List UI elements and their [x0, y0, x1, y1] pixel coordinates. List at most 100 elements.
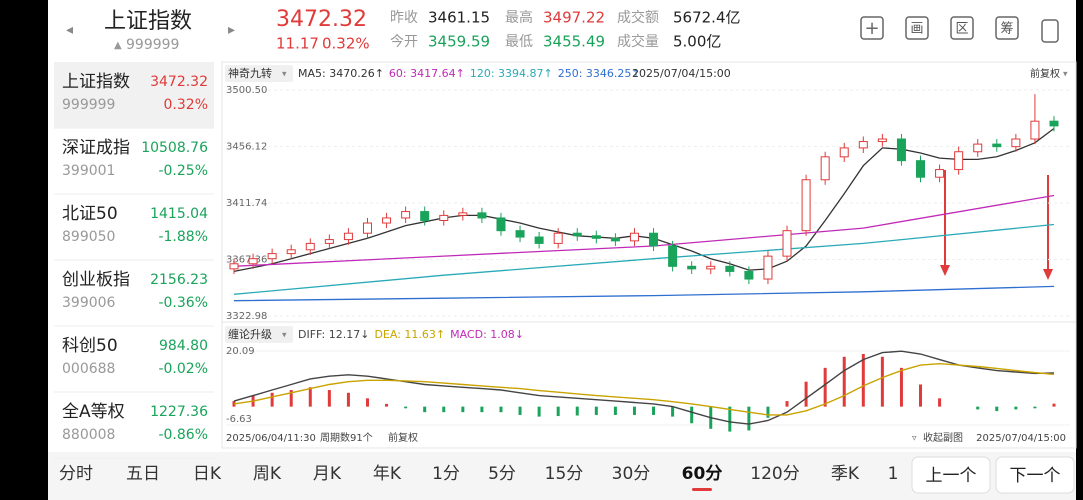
prev-arrow[interactable]: ◂ — [66, 22, 73, 38]
macd-bar — [632, 406, 636, 415]
index-code: 999999 — [126, 37, 179, 53]
macd-bar — [327, 390, 331, 407]
macd-bar — [995, 406, 999, 412]
ma-line — [233, 127, 1055, 273]
price: 3472.32 — [276, 7, 367, 32]
icon-label[interactable]: 筹 — [1000, 21, 1013, 37]
icon-plus[interactable]: + — [864, 18, 879, 39]
row-name[interactable]: 全A等权 — [62, 402, 125, 422]
row-name[interactable]: 北证50 — [62, 204, 118, 224]
candle-body — [401, 211, 411, 219]
row-price[interactable]: 984.80 — [159, 338, 208, 354]
macd-bar — [613, 406, 617, 415]
candle-body — [858, 141, 868, 149]
icon-box[interactable] — [860, 16, 884, 40]
footer-start: 2025/06/04/11:30 — [226, 433, 316, 444]
row-price[interactable]: 10508.76 — [141, 140, 208, 156]
tab[interactable]: 周K — [253, 464, 282, 484]
macd-bar — [880, 356, 884, 407]
indicator-box[interactable] — [225, 65, 293, 82]
row-price[interactable]: 1415.04 — [150, 206, 208, 222]
macd-bar — [766, 406, 770, 418]
tab[interactable]: 15分 — [545, 464, 584, 484]
row-pct[interactable]: -0.25% — [158, 163, 208, 179]
icon-share[interactable] — [1041, 19, 1059, 43]
macd-bar — [1033, 406, 1037, 409]
row-name[interactable]: 上证指数 — [62, 72, 130, 92]
stat-value: 5.00亿 — [673, 33, 721, 51]
icon-box[interactable] — [905, 16, 929, 40]
icon-box[interactable] — [995, 16, 1019, 40]
tab[interactable]: 60分 — [682, 464, 723, 484]
stat-label: 最低 — [505, 34, 533, 50]
icon-label[interactable]: 画 — [910, 22, 923, 37]
row-pct[interactable]: 0.32% — [164, 97, 208, 113]
candle-body — [382, 217, 392, 224]
macd-bar — [308, 387, 312, 407]
indicator[interactable]: 缠论升级 — [228, 327, 272, 341]
tab[interactable]: 月K — [313, 464, 342, 484]
next-arrow[interactable]: ▸ — [228, 22, 235, 38]
icon-box[interactable] — [950, 16, 974, 40]
row-price[interactable]: 3472.32 — [150, 74, 208, 90]
indicator-box[interactable] — [225, 326, 293, 343]
row-pct[interactable]: -0.86% — [158, 427, 208, 443]
ma-label: 250: 3346.25↑ — [558, 67, 641, 80]
row-pct[interactable]: -0.02% — [158, 361, 208, 377]
macd-bar — [289, 390, 293, 407]
tab[interactable]: 1 — [888, 464, 899, 484]
row-bg — [54, 62, 214, 128]
footer-collapse[interactable]: 收起副图 — [923, 431, 963, 444]
stat-value: 3461.15 — [428, 9, 490, 27]
macd-bar — [919, 384, 923, 407]
button[interactable]: 上一个 — [926, 466, 977, 486]
tab[interactable]: 季K — [831, 464, 860, 484]
button[interactable]: 下一个 — [1010, 466, 1061, 486]
candle-body — [744, 270, 754, 280]
index-name: 上证指数 — [104, 9, 192, 34]
adjust[interactable]: 前复权 — [1030, 67, 1060, 80]
macd-bar — [461, 406, 465, 413]
tab-underline — [692, 488, 712, 491]
macd-bar — [976, 406, 980, 410]
row-code[interactable]: 899050 — [62, 229, 115, 245]
row-code[interactable]: 399001 — [62, 163, 115, 179]
icon-label[interactable]: 区 — [955, 22, 968, 37]
arrow-head — [1043, 269, 1053, 280]
tab[interactable]: 分时 — [59, 464, 93, 484]
tab[interactable]: 五日 — [126, 464, 160, 484]
tab[interactable]: 5分 — [488, 464, 516, 484]
row-code[interactable]: 399006 — [62, 295, 116, 311]
button-box[interactable] — [995, 456, 1075, 494]
row-name[interactable]: 科创50 — [62, 336, 118, 356]
tab[interactable]: 120分 — [750, 464, 799, 484]
macd-bar — [404, 406, 408, 409]
candle-body — [706, 265, 716, 270]
row-code[interactable]: 999999 — [62, 97, 115, 113]
dropdown: ▾ — [282, 331, 287, 341]
row-code[interactable]: 000688 — [62, 361, 115, 377]
candle-body — [305, 242, 315, 251]
button-box[interactable] — [911, 456, 991, 494]
macd-bar — [899, 367, 903, 407]
tab[interactable]: 30分 — [612, 464, 651, 484]
candle-body — [820, 156, 830, 181]
row-name[interactable]: 创业板指 — [62, 270, 130, 290]
tab[interactable]: 年K — [373, 464, 402, 484]
tab[interactable]: 1分 — [432, 464, 460, 484]
tab[interactable]: 日K — [193, 464, 222, 484]
stat-label: 成交额 — [617, 9, 659, 26]
indicator[interactable]: 神奇九转 — [228, 66, 272, 80]
macd-bar — [671, 406, 675, 417]
candle-body — [248, 258, 258, 265]
chart-panel — [221, 61, 1077, 449]
y-tick-label: 3411.74 — [226, 198, 267, 209]
row-name[interactable]: 深证成指 — [62, 138, 130, 158]
row-price[interactable]: 2156.23 — [150, 272, 208, 288]
row-price[interactable]: 1227.36 — [150, 404, 208, 420]
row-pct[interactable]: -1.88% — [158, 229, 208, 245]
row-code[interactable]: 880008 — [62, 427, 115, 443]
row-pct[interactable]: -0.36% — [158, 295, 208, 311]
candle-body — [687, 265, 697, 270]
